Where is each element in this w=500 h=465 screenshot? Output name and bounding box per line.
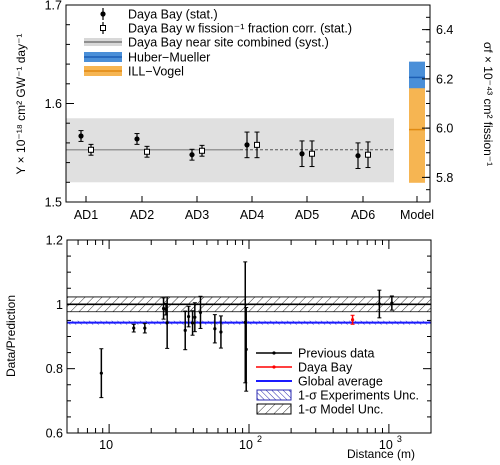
previous-data-point [143, 326, 147, 330]
model-band-1 [409, 88, 425, 183]
top-xtick-label: AD3 [185, 208, 209, 222]
top-y2tick-label: 6.0 [436, 122, 453, 136]
previous-data-point [244, 347, 248, 351]
bottom-ytick-label: 1 [56, 298, 63, 312]
previous-data-point [183, 328, 187, 332]
legend-label-global: Global average [298, 375, 383, 389]
legend-label-prev: Previous data [298, 347, 374, 361]
previous-data-point [193, 315, 197, 319]
previous-data-point [132, 326, 136, 330]
bottom-ytick-label: 0.6 [46, 427, 63, 441]
bottom-xtick-exponent: 3 [397, 434, 402, 444]
top-point-corr [144, 148, 150, 155]
top-panel: Daya Bay (stat.)Daya Bay w fission⁻¹ fra… [14, 0, 495, 222]
legend-swatch-modunc [256, 403, 292, 415]
top-point-corr [309, 150, 315, 157]
previous-data-point [99, 371, 103, 375]
top-y2tick-label: 5.8 [436, 171, 453, 185]
previous-data-point [390, 301, 394, 305]
top-point-corr [254, 141, 260, 148]
top-point-stat [355, 153, 361, 159]
top-xtick-label: AD6 [351, 208, 375, 222]
top-ytick-label: 1.6 [45, 97, 62, 111]
legend-label-ill: ILL−Vogel [128, 65, 184, 79]
bottom-ylabel: Data/Prediction [4, 295, 18, 377]
top-xtick-label: AD2 [130, 208, 154, 222]
bottom-xtick-label: 10 [239, 438, 253, 452]
legend-label-dyb: Daya Bay [298, 361, 353, 375]
legend-label-expunc: 1-σ Experiments Unc. [298, 389, 419, 403]
legend-label-corr: Daya Bay w fission⁻¹ fraction corr. (sta… [128, 22, 352, 36]
legend-swatch-expunc [256, 389, 292, 401]
top-point-stat [78, 133, 84, 139]
top-xtick-label: Model [400, 208, 434, 222]
legend-swatch-dyb [272, 365, 276, 369]
legend-swatch-stat [100, 11, 106, 17]
bottom-xtick-exponent: 2 [257, 434, 262, 444]
previous-data-point [165, 321, 169, 325]
top-point-corr [88, 146, 94, 153]
legend-label-huber: Huber−Mueller [128, 51, 210, 65]
top-point-corr [199, 147, 205, 154]
top-xtick-label: AD5 [295, 208, 319, 222]
previous-data-point [190, 321, 195, 325]
top-ytick-label: 1.5 [45, 196, 62, 210]
previous-data-point [186, 314, 191, 319]
bottom-xtick-label: 10 [379, 438, 393, 452]
legend-swatch-prev [272, 351, 276, 355]
previous-data-point [377, 302, 381, 306]
legend-label-stat: Daya Bay (stat.) [128, 8, 218, 22]
bottom-ytick-label: 1.2 [46, 234, 63, 248]
top-point-stat [189, 152, 195, 158]
legend-label-modunc: 1-σ Model Unc. [298, 403, 384, 417]
top-xtick-label: AD4 [240, 208, 264, 222]
top-xtick-label: AD1 [74, 208, 98, 222]
top-y2tick-label: 6.2 [436, 72, 453, 86]
previous-data-point [219, 330, 223, 334]
previous-data-point [213, 327, 217, 331]
bottom-xlabel: Distance (m) [347, 447, 415, 461]
top-point-stat [134, 136, 140, 142]
top-y2label: σf × 10⁻⁴³ cm² fission⁻¹ [481, 42, 495, 166]
top-point-corr [365, 151, 371, 158]
top-ylabel: Y × 10⁻¹⁸ cm² GW⁻¹ day⁻¹ [14, 34, 28, 175]
previous-data-point [198, 310, 203, 314]
top-point-stat [244, 142, 250, 148]
previous-data-point [161, 306, 166, 311]
top-point-stat [299, 151, 305, 157]
legend-label-combined: Daya Bay near site combined (syst.) [128, 36, 329, 50]
top-y2tick-label: 6.4 [436, 23, 453, 37]
bottom-xtick-label: 10 [99, 438, 113, 452]
daya-bay-point [350, 318, 355, 322]
bottom-ytick-label: 0.8 [46, 362, 63, 376]
top-ytick-label: 1.7 [45, 0, 62, 13]
legend-swatch-corr [100, 25, 106, 31]
